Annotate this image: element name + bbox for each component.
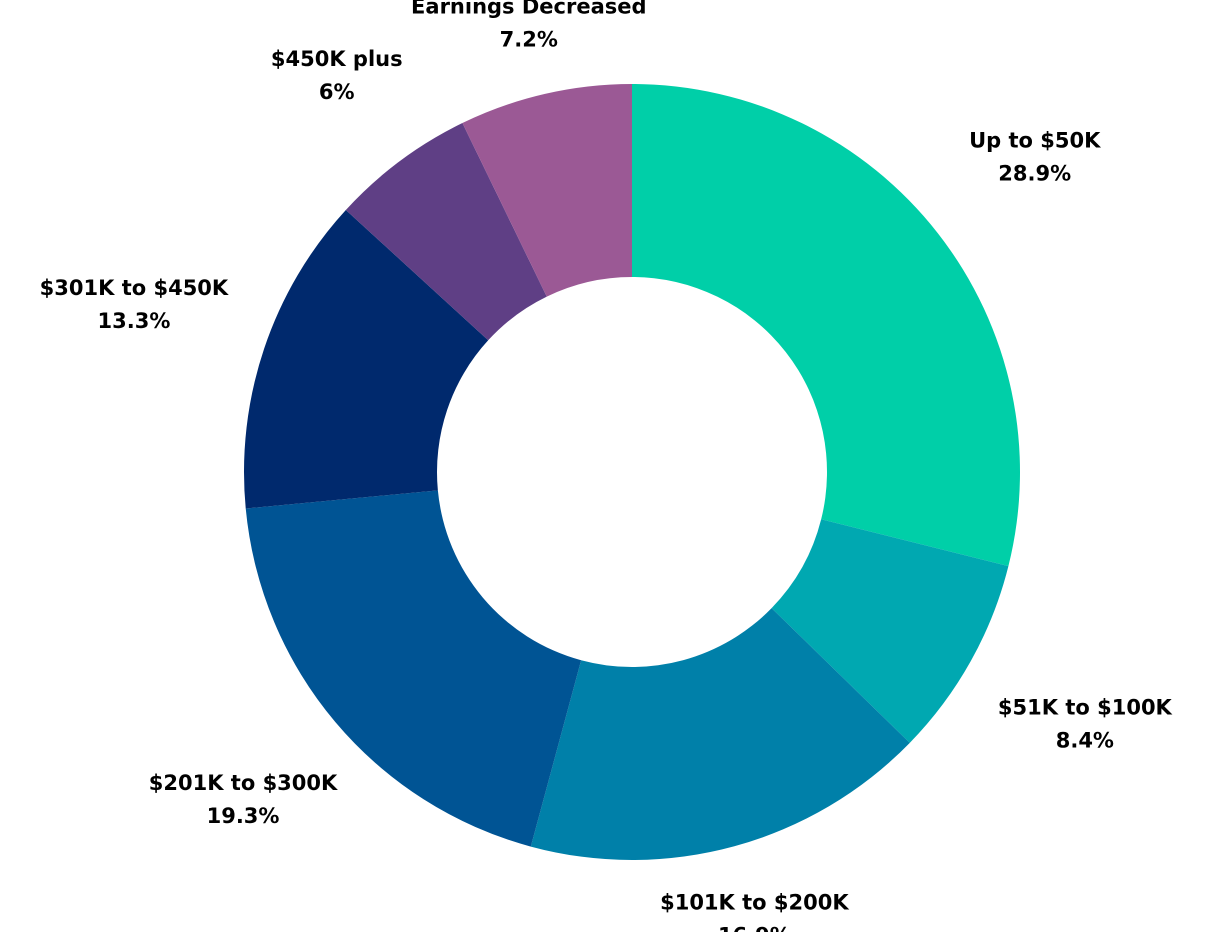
slice-value: 7.2% xyxy=(500,28,558,52)
slice-value: 6% xyxy=(319,80,355,104)
slice-label: $51K to $100K xyxy=(998,696,1173,720)
slice-label: $301K to $450K xyxy=(40,276,229,300)
slice-value: 13.3% xyxy=(98,309,171,333)
donut-slice xyxy=(345,123,547,341)
donut-slice xyxy=(771,519,1009,743)
donut-slice xyxy=(244,209,489,509)
donut-slice xyxy=(530,608,910,860)
donut-slice xyxy=(632,84,1021,567)
slice-label: $101K to $200K xyxy=(660,890,849,914)
donut-slice xyxy=(462,84,632,297)
slice-value: 19.3% xyxy=(207,804,280,828)
donut-slice xyxy=(245,490,582,847)
slice-value: 8.4% xyxy=(1056,729,1114,753)
slice-value: 16.9% xyxy=(718,923,791,932)
slice-label: $201K to $300K xyxy=(149,771,338,795)
slice-label: $450K plus xyxy=(271,47,403,71)
slice-label: Earnings Decreased xyxy=(411,0,646,19)
slice-label: Up to $50K xyxy=(969,129,1101,153)
slice-value: 28.9% xyxy=(998,162,1071,186)
